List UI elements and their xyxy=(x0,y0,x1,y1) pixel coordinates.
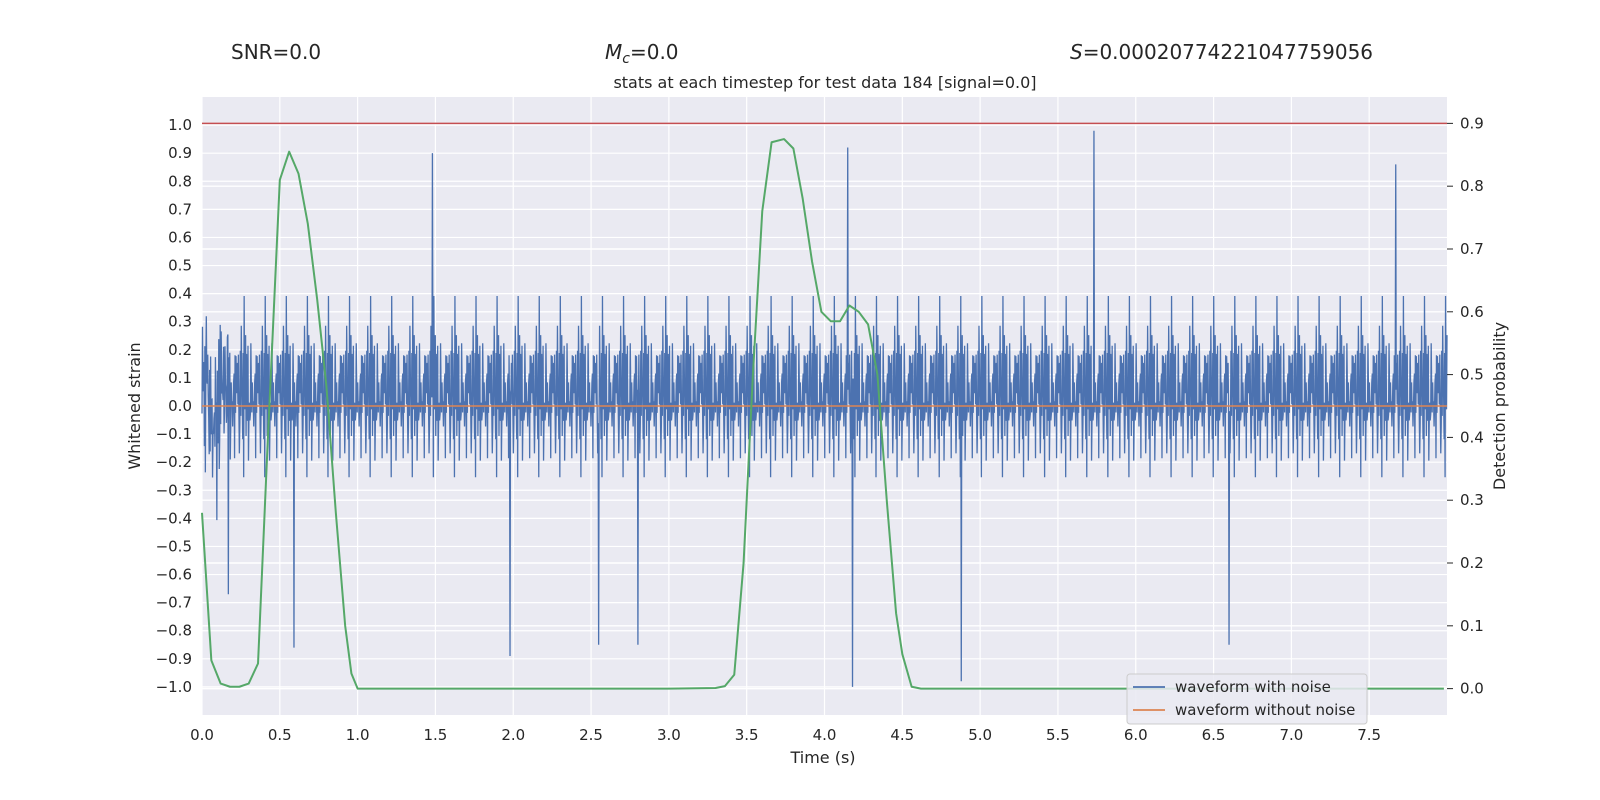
chirp-mass-value: =0.0 xyxy=(629,40,679,64)
y-tick-label-7: 0.3 xyxy=(168,313,192,331)
x-tick-label-10: 5.0 xyxy=(968,726,992,744)
x-axis-label: Time (s) xyxy=(789,748,855,767)
y2-tick-label-0: 0.9 xyxy=(1460,114,1484,132)
s-statistic-annotation: S=0.00020774221047759056 xyxy=(1070,40,1373,64)
probability-line xyxy=(201,138,1444,690)
x-tick-label-2: 1.0 xyxy=(346,726,370,744)
x-tick-label-15: 7.5 xyxy=(1357,726,1381,744)
y-tick-label-12: −0.2 xyxy=(156,453,192,471)
y-tick-label-13: −0.3 xyxy=(156,481,192,499)
y-tick-label-19: −0.9 xyxy=(156,650,192,668)
y-tick-label-20: −1.0 xyxy=(156,678,192,696)
y2-tick-label-6: 0.3 xyxy=(1460,491,1484,509)
y-tick-label-9: 0.1 xyxy=(168,369,192,387)
x-tick-label-7: 3.5 xyxy=(735,726,759,744)
y-tick-label-4: 0.6 xyxy=(168,228,192,246)
y-tick-label-6: 0.4 xyxy=(168,285,192,303)
chirp-mass-subscript: c xyxy=(622,51,630,67)
x-tick-label-8: 4.0 xyxy=(813,726,837,744)
x-tick-label-3: 1.5 xyxy=(424,726,448,744)
y2-axis-ticks: 0.9 0.8 0.7 0.6 0.5 0.4 0.3 0.2 0.1 0.0 xyxy=(1447,114,1484,698)
y2-tick-label-7: 0.2 xyxy=(1460,554,1484,572)
y2-tick-label-5: 0.4 xyxy=(1460,428,1484,446)
y-axis-ticks: 1.0 0.9 0.8 0.7 0.6 0.5 0.4 0.3 0.2 0.1 0.0 −0.1 −0.… xyxy=(156,116,192,696)
y-tick-label-15: −0.5 xyxy=(156,537,192,555)
chart-title: stats at each timestep for test data 184… xyxy=(613,73,1036,92)
chirp-mass-symbol: M xyxy=(605,40,623,64)
y2-tick-label-4: 0.5 xyxy=(1460,366,1484,384)
series-detection-probability xyxy=(201,138,1444,690)
y-tick-label-18: −0.8 xyxy=(156,622,192,640)
y2-tick-label-1: 0.8 xyxy=(1460,177,1484,195)
x-tick-label-14: 7.0 xyxy=(1279,726,1303,744)
legend-entry-waveform-without-noise: waveform without noise xyxy=(1175,701,1355,719)
legend-entry-waveform-with-noise: waveform with noise xyxy=(1175,678,1331,696)
s-statistic-value: =0.00020774221047759056 xyxy=(1082,40,1374,64)
series-waveform-with-noise xyxy=(201,130,1448,687)
y2-tick-label-2: 0.7 xyxy=(1460,240,1484,258)
y-tick-label-2: 0.8 xyxy=(168,172,192,190)
y-axis-label: Whitened strain xyxy=(125,342,144,469)
x-tick-label-0: 0.0 xyxy=(190,726,214,744)
y2-tick-label-3: 0.6 xyxy=(1460,303,1484,321)
legend: waveform with noise waveform without noi… xyxy=(1126,673,1368,725)
s-statistic-symbol: S xyxy=(1070,40,1083,64)
x-tick-label-6: 3.0 xyxy=(657,726,681,744)
y-tick-label-16: −0.6 xyxy=(156,566,192,584)
y-tick-label-17: −0.7 xyxy=(156,594,192,612)
y-tick-label-10: 0.0 xyxy=(168,397,192,415)
x-tick-label-1: 0.5 xyxy=(268,726,292,744)
y-tick-label-5: 0.5 xyxy=(168,257,192,275)
y2-axis-label: Detection probability xyxy=(1490,322,1509,490)
x-tick-label-5: 2.5 xyxy=(579,726,603,744)
noise-waveform-line xyxy=(201,130,1448,687)
x-tick-label-9: 4.5 xyxy=(890,726,914,744)
snr-annotation: SNR=0.0 xyxy=(231,40,322,64)
y-tick-label-8: 0.2 xyxy=(168,341,192,359)
y2-tick-label-9: 0.0 xyxy=(1460,680,1484,698)
y2-tick-label-8: 0.1 xyxy=(1460,617,1484,635)
y-tick-label-11: −0.1 xyxy=(156,425,192,443)
x-tick-label-11: 5.5 xyxy=(1046,726,1070,744)
y-tick-label-3: 0.7 xyxy=(168,200,192,218)
y-tick-label-1: 0.9 xyxy=(168,144,192,162)
x-tick-label-4: 2.0 xyxy=(501,726,525,744)
x-tick-label-13: 6.5 xyxy=(1202,726,1226,744)
chirp-mass-annotation: Mc=0.0 xyxy=(605,40,679,67)
legend-box xyxy=(1126,673,1368,725)
y-tick-label-14: −0.4 xyxy=(156,509,192,527)
x-axis-ticks: 0.0 0.5 1.0 1.5 2.0 2.5 3.0 3.5 4.0 4.5 5.0 5.5 6.0 6… xyxy=(190,726,1381,744)
x-tick-label-12: 6.0 xyxy=(1124,726,1148,744)
y-tick-label-0: 1.0 xyxy=(168,116,192,134)
